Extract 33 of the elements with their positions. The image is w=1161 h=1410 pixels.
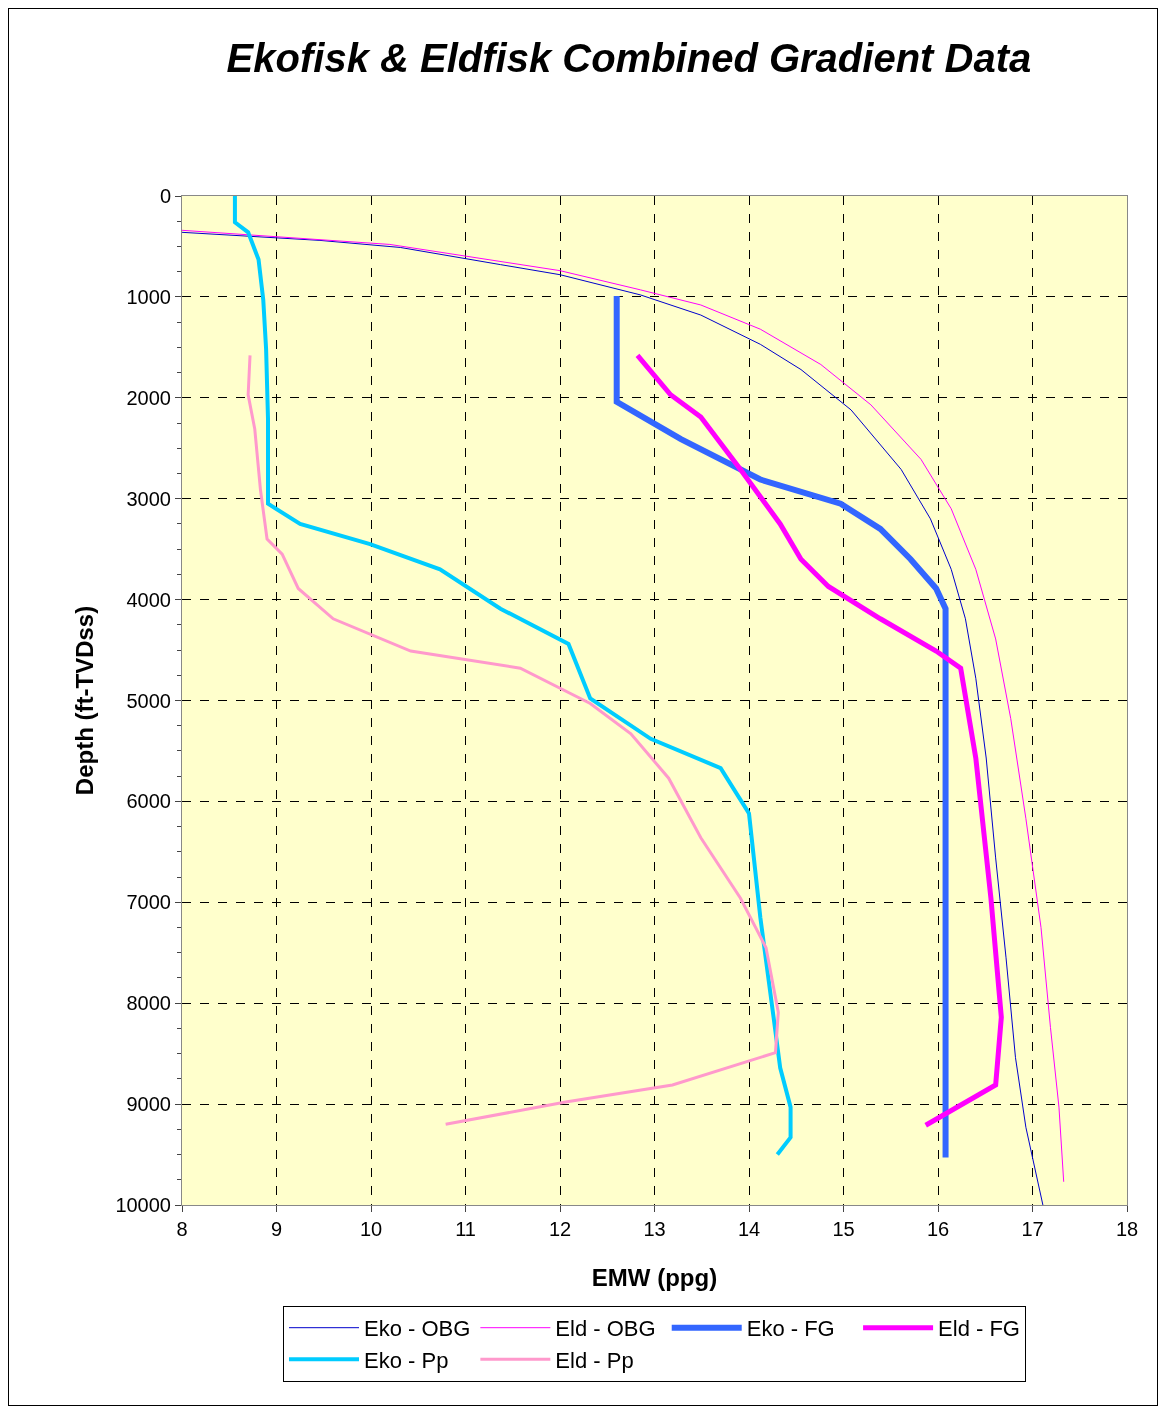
chart-title: Ekofisk & Eldfisk Combined Gradient Data bbox=[226, 35, 1032, 80]
y-tick-label: 4000 bbox=[126, 588, 171, 611]
x-tick-label: 8 bbox=[176, 1218, 188, 1240]
legend-label: Eld - Pp bbox=[555, 1347, 634, 1373]
y-tick-label: 6000 bbox=[126, 790, 171, 813]
y-tick-label: 10000 bbox=[115, 1194, 171, 1216]
y-tick-label: 2000 bbox=[126, 386, 171, 409]
y-tick-label: 3000 bbox=[126, 487, 171, 510]
x-tick-label: 10 bbox=[359, 1218, 383, 1240]
x-tick-label: 15 bbox=[832, 1218, 855, 1240]
x-tick-label: 13 bbox=[643, 1218, 666, 1240]
legend-label: Eko - Pp bbox=[364, 1347, 449, 1373]
y-tick-label: 8000 bbox=[126, 992, 171, 1015]
x-tick-label: 17 bbox=[1021, 1218, 1044, 1240]
y-tick-label: 9000 bbox=[126, 1093, 171, 1116]
y-axis-title: Depth (ft-TVDss) bbox=[71, 605, 99, 796]
legend-label: Eko - OBG bbox=[364, 1316, 471, 1342]
x-tick-label: 12 bbox=[548, 1218, 572, 1240]
x-tick-label: 16 bbox=[926, 1218, 950, 1240]
y-tick-label: 1000 bbox=[126, 285, 171, 308]
legend-label: Eko - FG bbox=[746, 1316, 835, 1342]
x-axis-title: EMW (ppg) bbox=[591, 1264, 718, 1292]
x-tick-label: 11 bbox=[455, 1218, 476, 1240]
x-tick-label: 18 bbox=[1115, 1218, 1139, 1240]
line-series bbox=[246, 353, 780, 1126]
legend-label: Eld - OBG bbox=[555, 1316, 656, 1342]
legend-label: Eld - FG bbox=[938, 1316, 1020, 1342]
x-tick-label: 14 bbox=[737, 1218, 761, 1240]
x-tick-label: 9 bbox=[270, 1218, 283, 1240]
y-tick-label: 0 bbox=[159, 185, 171, 207]
y-tick-label: 7000 bbox=[126, 891, 171, 914]
y-tick-label: 5000 bbox=[126, 689, 171, 712]
line-series bbox=[232, 196, 793, 1157]
